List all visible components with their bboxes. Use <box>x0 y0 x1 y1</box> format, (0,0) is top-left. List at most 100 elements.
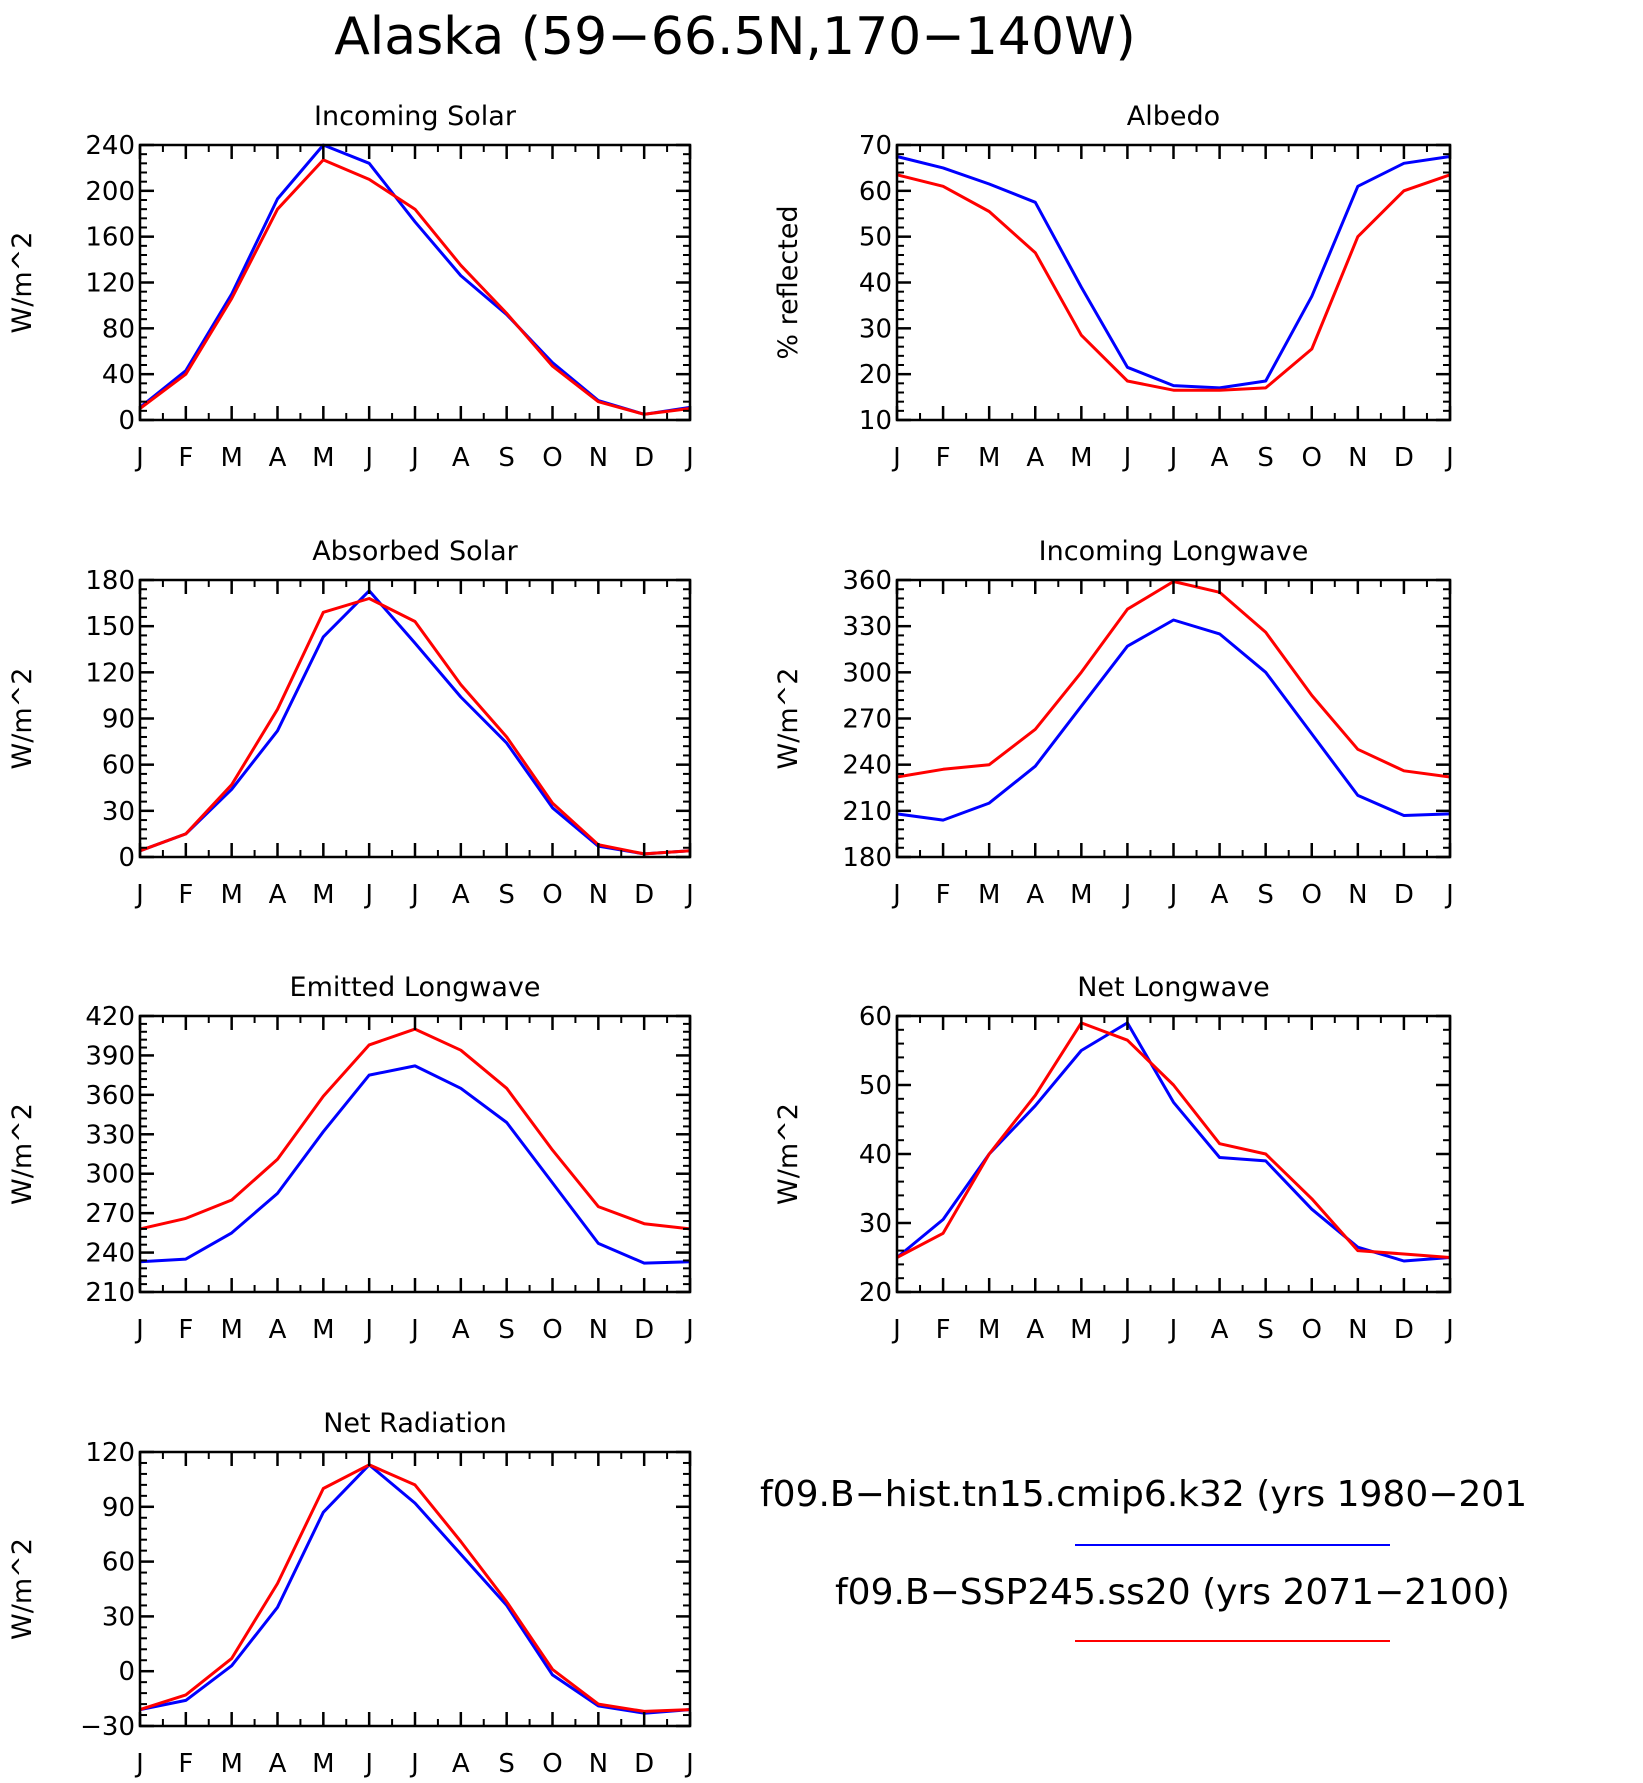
y-tick-label: 90 <box>102 1493 135 1523</box>
x-tick-label: J <box>409 880 419 910</box>
main-title: Alaska (59−66.5N,170−140W) <box>334 7 1136 67</box>
x-tick-label: D <box>634 1749 654 1779</box>
series-line-ssp <box>896 173 1451 392</box>
series-line-ssp <box>139 1027 691 1231</box>
x-tick-label: J <box>1168 880 1178 910</box>
x-tick-label: N <box>589 443 608 473</box>
y-tick-label: 80 <box>102 314 135 344</box>
y-tick-label: 30 <box>102 1602 135 1632</box>
x-tick-label: F <box>178 443 193 473</box>
x-tick-label: A <box>452 1315 470 1345</box>
plot-frame <box>138 143 692 422</box>
y-tick-label: 240 <box>842 751 892 781</box>
panel-emitted-longwave: J F M A M J J A S O N D J210240270300330360390420Emi… <box>7 972 694 1345</box>
y-tick-label: 360 <box>85 1081 135 1111</box>
x-tick-label: D <box>634 443 654 473</box>
y-tick-label: 390 <box>85 1041 135 1071</box>
x-tick-label: J <box>363 443 373 473</box>
x-tick-label: A <box>452 880 470 910</box>
y-tick-label: 210 <box>842 797 892 827</box>
y-tick-label: 50 <box>859 1071 892 1101</box>
x-tick-label: A <box>1026 1315 1044 1345</box>
x-tick-label: J <box>363 1315 373 1345</box>
x-tick-label: A <box>269 1315 287 1345</box>
x-tick-label: J <box>684 443 694 473</box>
x-tick-label: O <box>542 443 562 473</box>
x-tick-label: N <box>589 1315 608 1345</box>
plot-frame <box>895 143 1452 422</box>
x-tick-label: A <box>269 443 287 473</box>
x-tick-label: J <box>134 1749 144 1779</box>
series-line-ssp <box>139 1463 691 1713</box>
x-tick-label: N <box>1348 1315 1367 1345</box>
y-axis-label: W/m^2 <box>7 668 38 770</box>
x-tick-label: O <box>1302 880 1322 910</box>
y-tick-label: 60 <box>859 1002 892 1032</box>
series-line-hist <box>896 1021 1451 1263</box>
x-tick-label: J <box>134 1315 144 1345</box>
x-tick-label: A <box>269 880 287 910</box>
x-tick-label: S <box>498 880 515 910</box>
panel-title: Albedo <box>1127 101 1220 132</box>
y-tick-label: 40 <box>102 360 135 390</box>
legend: f09.B−hist.tn15.cmip6.k32 (yrs 1980−201 … <box>760 1474 1527 1642</box>
x-tick-label: S <box>1257 880 1274 910</box>
x-tick-label: D <box>1394 880 1414 910</box>
x-tick-label: M <box>220 880 242 910</box>
x-tick-label: J <box>1122 443 1132 473</box>
series-line-ssp <box>896 1021 1451 1259</box>
x-tick-label: M <box>978 880 1000 910</box>
x-tick-label: S <box>498 1315 515 1345</box>
y-tick-label: 30 <box>859 314 892 344</box>
y-tick-label: 0 <box>118 1657 135 1687</box>
y-tick-label: 180 <box>842 843 892 873</box>
x-tick-label: F <box>936 880 951 910</box>
x-tick-label: J <box>363 1749 373 1779</box>
y-tick-label: 0 <box>118 406 135 436</box>
x-tick-label: M <box>312 880 334 910</box>
y-tick-label: 30 <box>102 797 135 827</box>
x-tick-label: M <box>312 1749 334 1779</box>
panel-title: Emitted Longwave <box>290 972 541 1003</box>
legend-label-hist: f09.B−hist.tn15.cmip6.k32 (yrs 1980−201 <box>760 1474 1527 1515</box>
y-tick-label: 60 <box>859 177 892 207</box>
x-tick-label: M <box>220 443 242 473</box>
x-tick-label: F <box>936 443 951 473</box>
series-line-ssp <box>139 597 691 856</box>
x-tick-label: M <box>978 443 1000 473</box>
y-tick-label: 40 <box>859 1140 892 1170</box>
series-line-ssp <box>139 158 691 416</box>
series-line-hist <box>139 143 691 416</box>
series-line-hist <box>139 1463 691 1715</box>
x-tick-label: J <box>409 1315 419 1345</box>
x-tick-label: A <box>452 1749 470 1779</box>
x-tick-label: D <box>634 1315 654 1345</box>
x-tick-label: O <box>542 1315 562 1345</box>
x-tick-label: D <box>634 880 654 910</box>
x-tick-label: N <box>1348 443 1367 473</box>
y-tick-label: 70 <box>859 131 892 161</box>
y-tick-label: 120 <box>85 269 135 299</box>
plot-frame <box>138 1450 692 1728</box>
x-tick-label: J <box>409 1749 419 1779</box>
y-axis-label: W/m^2 <box>773 668 804 770</box>
x-tick-label: N <box>589 880 608 910</box>
x-tick-label: A <box>1211 443 1229 473</box>
x-tick-label: A <box>1211 1315 1229 1345</box>
x-tick-label: A <box>269 1749 287 1779</box>
x-tick-label: J <box>1122 1315 1132 1345</box>
x-tick-label: J <box>1168 443 1178 473</box>
x-tick-label: M <box>1070 1315 1092 1345</box>
x-tick-label: J <box>1168 1315 1178 1345</box>
x-tick-label: O <box>1302 443 1322 473</box>
y-tick-label: 60 <box>102 1548 135 1578</box>
x-tick-label: M <box>220 1315 242 1345</box>
y-axis-label: W/m^2 <box>7 1103 38 1205</box>
x-tick-label: J <box>684 1749 694 1779</box>
x-tick-label: M <box>978 1315 1000 1345</box>
series-line-hist <box>896 618 1451 822</box>
y-tick-label: 200 <box>85 177 135 207</box>
